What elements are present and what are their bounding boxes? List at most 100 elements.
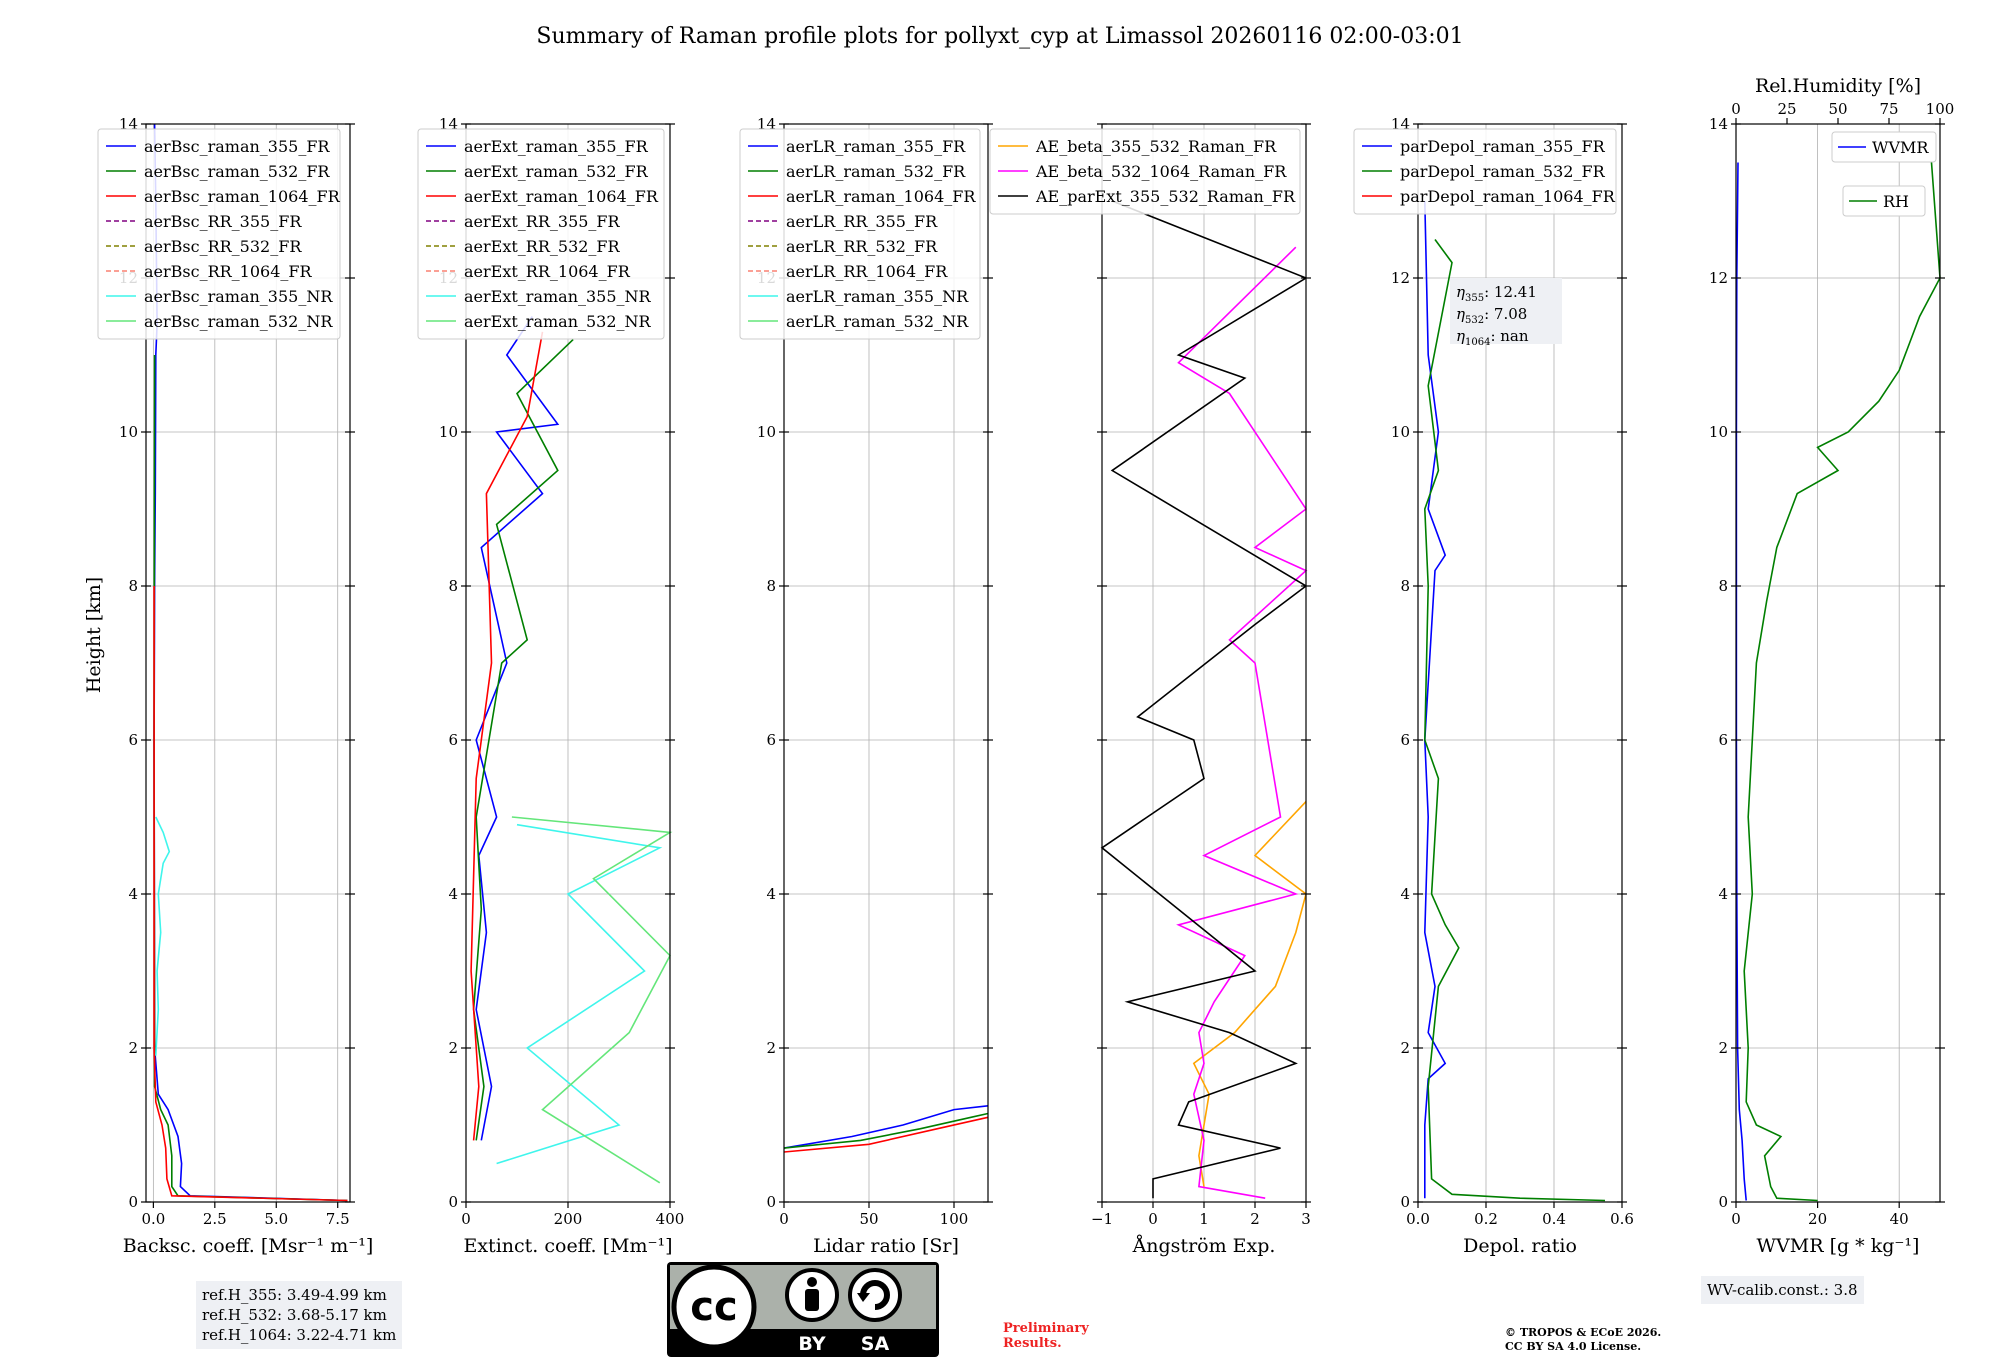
y-tick-label: 2 [766, 1039, 776, 1057]
x-tick-label: 0.0 [1406, 1210, 1430, 1228]
y-tick-label: 2 [128, 1039, 138, 1057]
series-aerBsc_raman_532_FR [153, 354, 348, 1202]
ref-h-1064: ref.H_1064: 3.22-4.71 km [202, 1326, 397, 1344]
legend-label: aerExt_raman_1064_FR [464, 187, 659, 206]
series-aerExt_raman_1064_FR [470, 331, 544, 1141]
share-alike-icon [848, 1268, 902, 1322]
legend-label: WVMR [1872, 138, 1929, 157]
x-axis-label: Depol. ratio [1463, 1235, 1577, 1257]
y-tick-label: 10 [1391, 423, 1410, 441]
y-tick-label: 8 [128, 577, 138, 595]
plot-frame [783, 123, 989, 1203]
y-tick-label: 2 [1400, 1039, 1410, 1057]
y-tick-label: 0 [448, 1193, 458, 1211]
cc-sa-label: SA [861, 1333, 890, 1355]
cc-by-label: BY [798, 1333, 825, 1355]
eta-value-1064: η1064: nan [1456, 327, 1529, 348]
legend-label: aerExt_RR_532_FR [464, 237, 621, 256]
eta-value-355: η355: 12.41 [1456, 283, 1537, 304]
plot-frame [1417, 123, 1623, 1203]
x-tick-label: 0.4 [1542, 1210, 1566, 1228]
ref-h-355: ref.H_355: 3.49-4.99 km [202, 1286, 387, 1304]
y-tick-label: 8 [1718, 577, 1728, 595]
legend-label: aerExt_RR_355_FR [464, 212, 621, 231]
x-tick-label: 2 [1250, 1210, 1260, 1228]
plot-frame [145, 123, 351, 1203]
y-tick-label: 2 [1718, 1039, 1728, 1057]
x-axis-label: Extinct. coeff. [Mm⁻¹] [463, 1235, 672, 1257]
y-tick-label: 12 [1709, 269, 1728, 287]
y-tick-label: 4 [1400, 885, 1410, 903]
legend-label: RH [1883, 192, 1909, 211]
series-aerExt_raman_532_NR [511, 816, 673, 1184]
plot-frame [1735, 123, 1941, 1203]
y-tick-label: 8 [1400, 577, 1410, 595]
series-aerBsc_raman_355_NR [155, 816, 171, 1056]
panel-ext: 024681012140200400Extinct. coeff. [Mm⁻¹]… [417, 115, 685, 1257]
legend-label: aerLR_RR_532_FR [786, 237, 938, 256]
y-tick-label: 4 [766, 885, 776, 903]
y-tick-label: 12 [1391, 269, 1410, 287]
y-tick-label: 14 [1709, 115, 1728, 133]
top-x-tick-label: 75 [1879, 100, 1898, 118]
series-AE_parExt_355_532_Raman_FR [1100, 200, 1308, 1199]
y-tick-label: 6 [1400, 731, 1410, 749]
top-x-tick-label: 100 [1926, 100, 1955, 118]
legend-label: parDepol_raman_532_FR [1400, 162, 1606, 181]
x-tick-label: 0 [1731, 1210, 1741, 1228]
x-tick-label: 1 [1199, 1210, 1209, 1228]
y-tick-label: 4 [128, 885, 138, 903]
panel-lr: 02468101214050100Lidar ratio [Sr]aerLR_r… [739, 115, 993, 1257]
y-tick-label: 10 [439, 423, 458, 441]
y-tick-label: 4 [448, 885, 458, 903]
cc-logo-text: cc [690, 1284, 737, 1330]
legend-box [1831, 131, 1937, 163]
top-x-tick-label: 50 [1828, 100, 1847, 118]
eta-box [1450, 278, 1562, 344]
y-tick-label: 6 [128, 731, 138, 749]
y-tick-label: 8 [448, 577, 458, 595]
top-x-tick-label: 25 [1777, 100, 1796, 118]
x-tick-label: 100 [940, 1210, 969, 1228]
legend-label: aerLR_RR_355_FR [786, 212, 938, 231]
y-tick-label: 10 [1709, 423, 1728, 441]
series-AE_beta_355_532_Raman_FR [1192, 801, 1307, 1187]
legend-label: aerLR_raman_355_FR [786, 137, 966, 156]
share-alike-icon-arrow [857, 1293, 870, 1302]
legend-label: aerLR_raman_532_FR [786, 162, 966, 181]
x-tick-label: 400 [656, 1210, 685, 1228]
legend-label: aerExt_RR_1064_FR [464, 262, 631, 281]
legend-label: aerExt_raman_355_FR [464, 137, 649, 156]
copyright-note: © TROPOS & ECoE 2026. CC BY SA 4.0 Licen… [1505, 1326, 1661, 1354]
legend-label: aerLR_RR_1064_FR [786, 262, 948, 281]
legend-label: aerBsc_RR_355_FR [144, 212, 302, 231]
y-tick-label: 6 [766, 731, 776, 749]
legend-label: aerExt_raman_532_FR [464, 162, 649, 181]
prelim-line-1: Preliminary [1003, 1321, 1089, 1336]
x-tick-label: −1 [1091, 1210, 1113, 1228]
legend-label: parDepol_raman_355_FR [1400, 137, 1606, 156]
cc-by-sa-license-badge: cc BY SA [667, 1262, 939, 1357]
series-WVMR [1735, 162, 1747, 1201]
x-tick-label: 50 [859, 1210, 878, 1228]
legend-label: AE_beta_532_1064_Raman_FR [1035, 162, 1287, 181]
x-axis-label: Lidar ratio [Sr] [813, 1235, 959, 1257]
legend-label: aerLR_raman_355_NR [786, 287, 969, 306]
y-tick-label: 2 [448, 1039, 458, 1057]
legend-label: aerBsc_RR_532_FR [144, 237, 302, 256]
prelim-line-2: Results. [1003, 1336, 1062, 1351]
attribution-icon-head [807, 1277, 817, 1287]
series-aerLR_raman_532_FR [783, 1112, 989, 1149]
x-tick-label: 3 [1301, 1210, 1311, 1228]
series-parDepol_raman_532_FR [1423, 239, 1606, 1202]
panel-ae: −1 0 1 2 3 Ångström Exp. AE_beta_355_532_Raman… [989, 123, 1311, 1257]
series-aerLR_raman_1064_FR [783, 1116, 989, 1153]
series-RH [1743, 139, 1941, 1202]
y-tick-label: 6 [448, 731, 458, 749]
series-parDepol_raman_355_FR [1423, 200, 1447, 1199]
legend-label: aerExt_raman_532_NR [464, 312, 652, 331]
x-axis-label: Backsc. coeff. [Msr⁻¹ m⁻¹] [123, 1235, 374, 1257]
